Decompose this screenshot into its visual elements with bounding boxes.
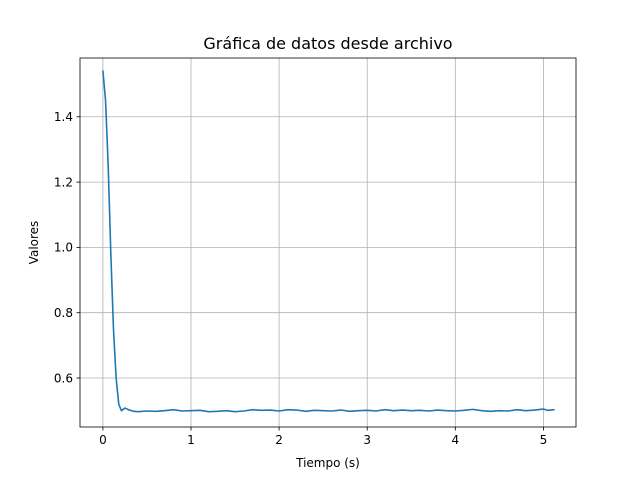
x-tick-label: 2 bbox=[275, 433, 283, 447]
plot-frame bbox=[79, 57, 577, 428]
y-tick-label: 1.4 bbox=[54, 110, 73, 124]
y-tick-label: 0.6 bbox=[54, 371, 73, 385]
y-axis-label: Valores bbox=[27, 221, 41, 265]
x-tick-label: 3 bbox=[363, 433, 371, 447]
x-tick-label: 1 bbox=[187, 433, 195, 447]
y-axis-ticks: 0.6 0.8 1.0 1.2 1.4 bbox=[54, 110, 80, 385]
x-tick-label: 4 bbox=[451, 433, 459, 447]
x-axis-label: Tiempo (s) bbox=[295, 456, 360, 470]
chart-title: Gráfica de datos desde archivo bbox=[203, 34, 452, 53]
series-line bbox=[102, 70, 555, 413]
grid bbox=[80, 58, 576, 427]
x-axis-ticks: 0 1 2 3 4 5 bbox=[99, 427, 547, 447]
y-tick-label: 1.2 bbox=[54, 175, 73, 189]
x-tick-label: 0 bbox=[99, 433, 107, 447]
series-layer bbox=[102, 70, 555, 413]
x-tick-label: 5 bbox=[540, 433, 548, 447]
y-tick-label: 0.8 bbox=[54, 306, 73, 320]
y-tick-label: 1.0 bbox=[54, 241, 73, 255]
